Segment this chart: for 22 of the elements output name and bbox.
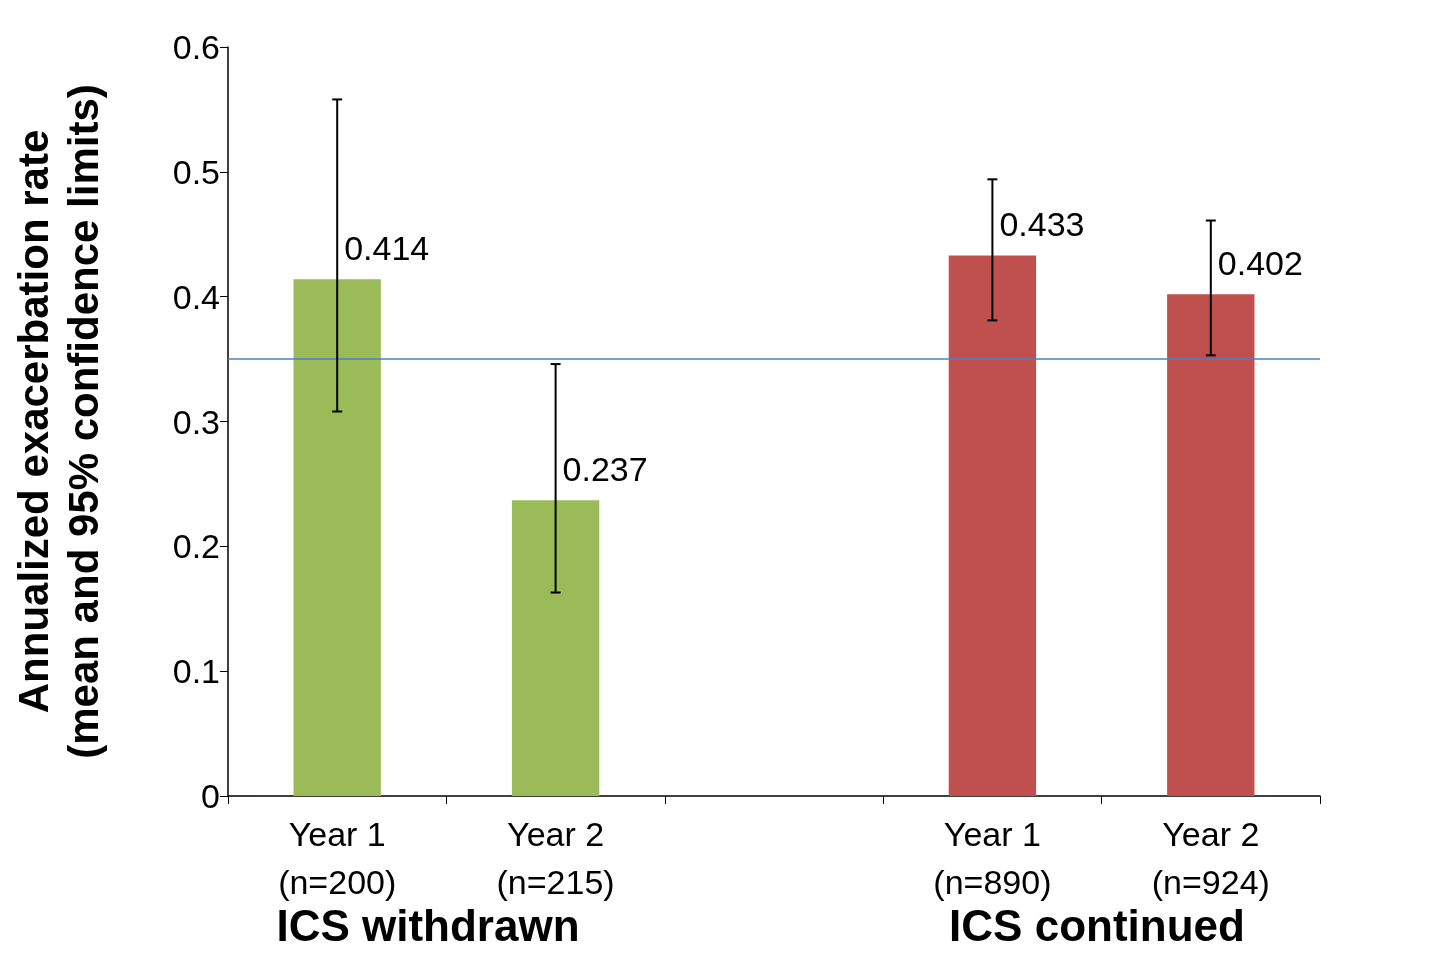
x-tick-label: Year 1 (n=200) <box>278 815 397 901</box>
data-label: 0.414 <box>344 229 430 268</box>
y-tick-label: 0.2 <box>172 527 220 566</box>
text: ICS continued <box>949 900 1245 950</box>
data-label: 0.433 <box>999 205 1085 244</box>
data-label: 0.402 <box>1217 244 1303 283</box>
x-tick-label: Year 1 (n=890) <box>933 815 1052 901</box>
x-tick-label: Year 2 (n=215) <box>496 815 615 901</box>
bar <box>1167 294 1255 796</box>
y-axis-title: Annualized exacerbation rate (mean and 95% confidence limits) <box>9 84 107 759</box>
y-tick-label: 0.6 <box>172 28 220 66</box>
text: ICS withdrawn <box>276 900 580 950</box>
bar <box>948 255 1037 796</box>
y-tick-label: 0.3 <box>172 402 220 441</box>
y-tick-label: 0.1 <box>172 652 220 691</box>
bar <box>293 279 381 796</box>
bar <box>511 500 600 796</box>
x-tick-label: Year 2 (n=924) <box>1151 815 1270 901</box>
y-tick-label: 0 <box>201 777 220 815</box>
data-label: 0.237 <box>562 450 648 489</box>
y-tick-label: 0.5 <box>172 152 220 191</box>
y-tick-label: 0.4 <box>172 277 220 316</box>
